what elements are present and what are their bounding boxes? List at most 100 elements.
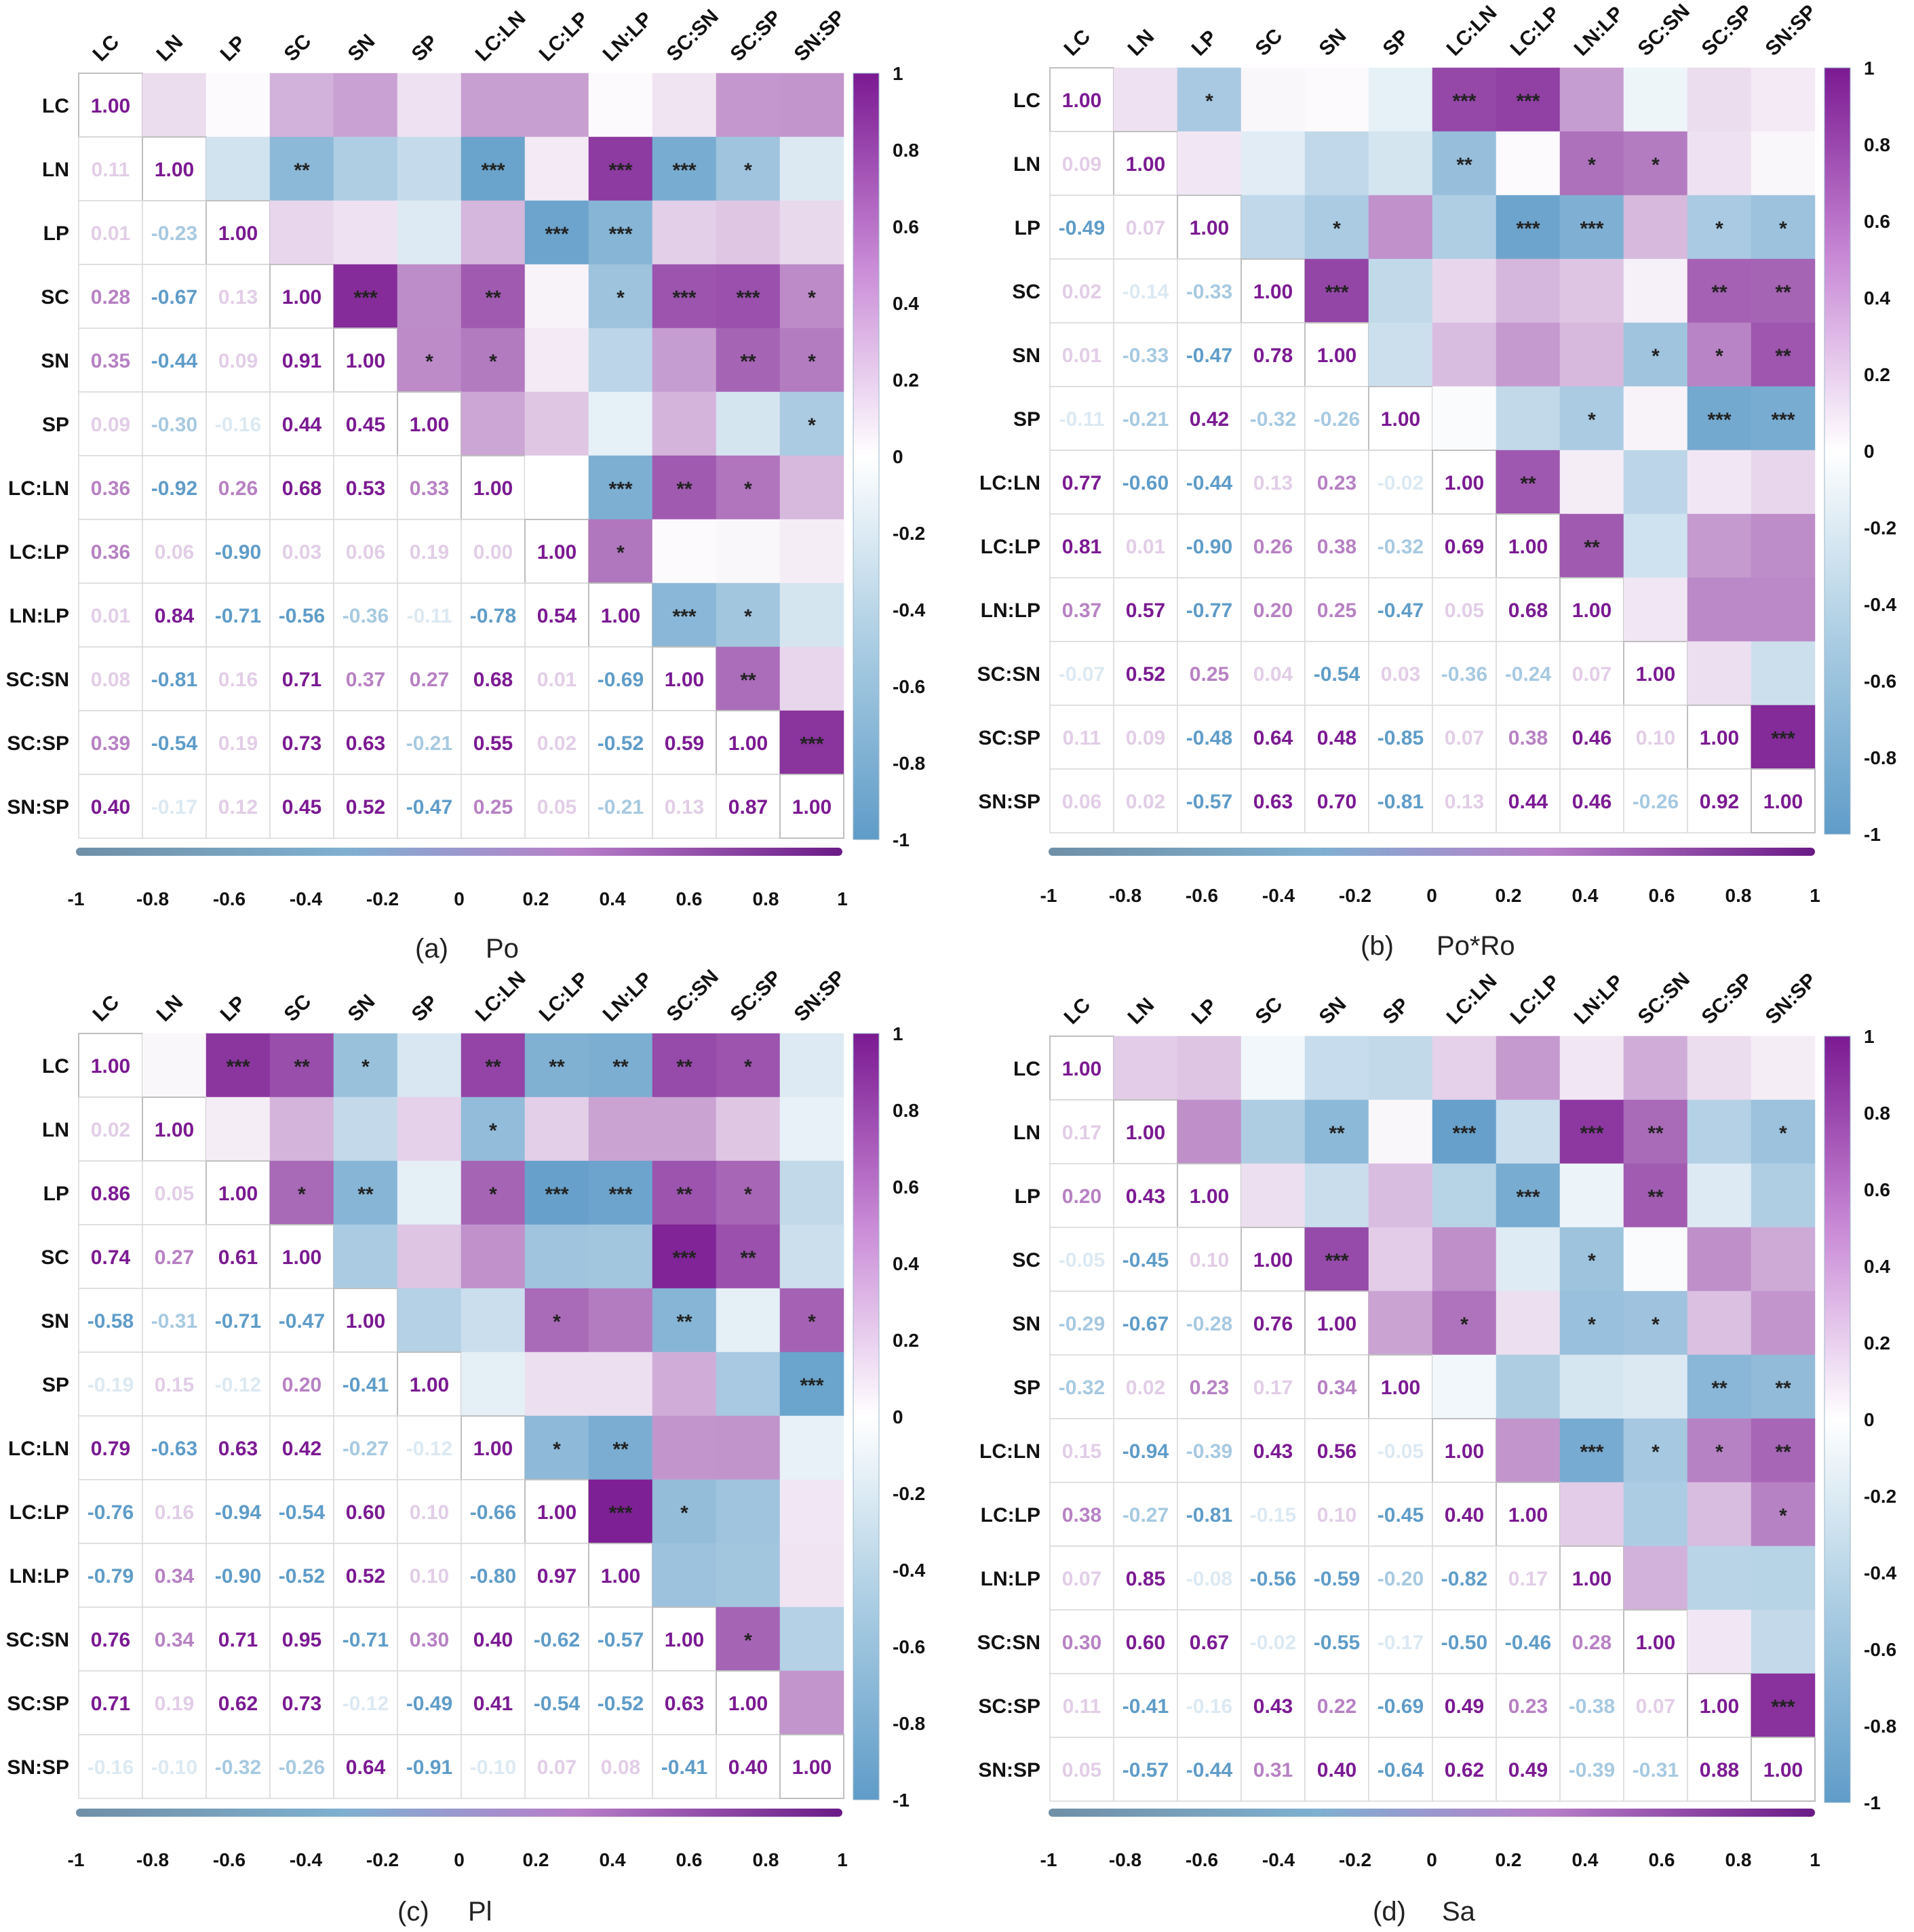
diagonal-value: 1.00 xyxy=(1508,1504,1548,1526)
heat-cell xyxy=(1751,641,1816,706)
col-label: SP xyxy=(408,991,443,1026)
correlation-value: -0.21 xyxy=(1122,408,1169,431)
caption-d-label: (d) xyxy=(1373,1897,1406,1927)
significance-stars: ** xyxy=(740,669,756,692)
correlation-value: 0.43 xyxy=(1253,1440,1293,1463)
heat-cell xyxy=(779,1670,844,1735)
correlation-value: -0.28 xyxy=(1186,1313,1232,1335)
correlation-value: -0.47 xyxy=(406,796,452,819)
colorbar-tick: -0.8 xyxy=(1864,747,1896,768)
diagonal-value: 1.00 xyxy=(1445,472,1484,494)
heat-cell xyxy=(588,1415,653,1480)
value-cell xyxy=(1496,1737,1561,1802)
colorbar-tick: 1 xyxy=(1864,1026,1875,1047)
caption-a-label: (a) xyxy=(415,934,448,964)
correlation-value: -0.71 xyxy=(215,605,261,627)
colorbar-tick: 0.6 xyxy=(893,1177,919,1198)
correlation-value: 0.86 xyxy=(91,1183,130,1205)
heat-cell xyxy=(779,264,844,329)
colorbar-tick: 0.2 xyxy=(1864,364,1890,385)
heat-cell xyxy=(716,391,781,456)
significance-stars: * xyxy=(744,1630,752,1652)
heat-cell xyxy=(1559,1290,1624,1356)
significance-stars: * xyxy=(1779,1122,1787,1145)
correlation-value: 0.15 xyxy=(155,1374,194,1396)
heat-cell xyxy=(1559,1036,1624,1101)
diagonal-cell xyxy=(1304,1290,1369,1356)
heat-cell xyxy=(1241,1163,1306,1228)
correlation-value: 0.16 xyxy=(155,1501,194,1524)
heat-cell xyxy=(1751,513,1816,578)
value-cell xyxy=(1049,1609,1114,1674)
correlation-value: 0.64 xyxy=(346,1756,386,1779)
colorbar-axis-tick: 0.8 xyxy=(1725,885,1752,906)
correlation-value: 0.09 xyxy=(1062,153,1101,176)
correlation-value: 0.54 xyxy=(537,605,577,627)
heat-cell xyxy=(397,1288,462,1353)
heat-cell xyxy=(1496,131,1561,196)
significance-stars: *** xyxy=(226,1056,250,1078)
diagonal-value: 1.00 xyxy=(537,541,577,564)
colorbar-axis-tick: -0.2 xyxy=(1339,885,1371,906)
correlation-value: -0.20 xyxy=(1378,1568,1424,1590)
correlation-value: 0.88 xyxy=(1700,1759,1739,1781)
heat-cell xyxy=(1177,1099,1242,1164)
correlation-value: 0.27 xyxy=(155,1246,194,1269)
heat-cell xyxy=(524,1415,589,1480)
correlation-value: 0.19 xyxy=(410,541,449,564)
value-cell xyxy=(1559,768,1624,833)
colorbar-axis-tick: 0.6 xyxy=(676,888,703,909)
heat-cell xyxy=(1751,1609,1816,1674)
correlation-value: 0.68 xyxy=(1508,599,1548,622)
value-cell xyxy=(461,1479,526,1544)
value-cell xyxy=(716,774,781,839)
heat-cell xyxy=(1368,131,1433,196)
heat-cell xyxy=(652,136,717,201)
heat-cell xyxy=(397,1097,462,1162)
colorbar-tick: 0.2 xyxy=(893,370,919,391)
value-cell xyxy=(1368,768,1433,833)
heat-cell xyxy=(461,1352,526,1417)
row-label: SC:SP xyxy=(7,732,69,755)
value-cell xyxy=(1113,258,1178,323)
colorbar-axis-tick: 0.6 xyxy=(1649,1849,1675,1870)
correlation-value: 0.10 xyxy=(1190,1249,1229,1271)
correlation-value: 0.70 xyxy=(1317,791,1356,813)
value-cell xyxy=(142,1606,207,1672)
col-label: LC xyxy=(1060,25,1095,60)
value-cell xyxy=(142,200,207,265)
significance-stars: ** xyxy=(1647,1186,1664,1208)
correlation-value: 0.08 xyxy=(91,669,130,691)
heat-cell xyxy=(1623,1099,1688,1164)
value-cell xyxy=(397,1479,462,1544)
correlation-value: -0.33 xyxy=(1122,344,1169,367)
col-label: LN:LP xyxy=(599,7,657,66)
correlation-value: -0.10 xyxy=(151,1756,197,1779)
value-cell xyxy=(78,136,143,201)
significance-stars: ** xyxy=(1456,154,1472,176)
heat-cell xyxy=(524,1224,589,1289)
correlation-value: 0.68 xyxy=(282,477,321,500)
value-cell xyxy=(1113,195,1178,260)
correlation-value: -0.69 xyxy=(1378,1695,1424,1718)
heat-cell xyxy=(1623,1227,1688,1292)
row-label: LC xyxy=(42,1055,69,1078)
row-label: LN xyxy=(1013,153,1040,176)
heat-cell xyxy=(588,1288,653,1353)
heat-cell xyxy=(397,200,462,265)
heat-cell xyxy=(716,1160,781,1225)
heat-cell xyxy=(1687,1354,1752,1419)
correlation-value: 0.01 xyxy=(91,605,130,627)
value-cell xyxy=(269,328,334,393)
colorbar-tick: 1 xyxy=(893,1023,903,1044)
diagonal-value: 1.00 xyxy=(728,732,768,755)
heat-cell xyxy=(1751,195,1816,260)
colorbar-tick: 0.8 xyxy=(1864,1103,1890,1124)
correlation-value: 0.20 xyxy=(282,1374,321,1396)
heat-cell xyxy=(652,1224,717,1289)
row-label: LP xyxy=(1015,1185,1040,1208)
value-cell xyxy=(1241,1545,1306,1611)
heat-cell xyxy=(1559,1099,1624,1164)
row-label: LC xyxy=(1013,1058,1040,1080)
row-label: LN:LP xyxy=(9,605,69,627)
